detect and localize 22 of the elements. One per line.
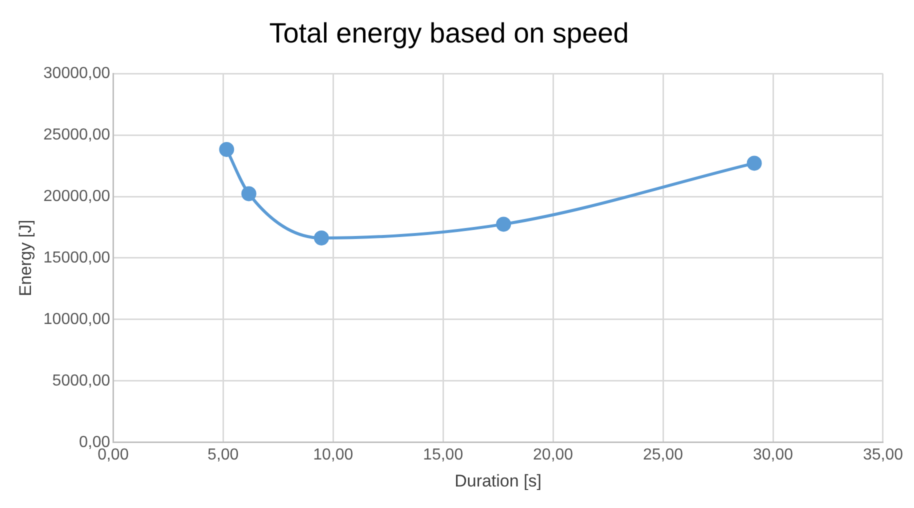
y-tick-label: 20000,00 bbox=[43, 188, 110, 205]
point bbox=[219, 142, 234, 157]
x-tick-label: 15,00 bbox=[423, 446, 464, 464]
x-tick-label: 5,00 bbox=[208, 446, 239, 464]
point bbox=[496, 216, 512, 232]
chart-title: Total energy based on speed bbox=[269, 18, 629, 49]
point bbox=[241, 186, 256, 202]
y-tick-label: 15000,00 bbox=[43, 249, 110, 266]
y-tick-label: 10000,00 bbox=[43, 310, 110, 328]
point bbox=[314, 230, 329, 246]
x-tick-label: 30,00 bbox=[752, 446, 794, 464]
x-tick-label: 35,00 bbox=[862, 446, 904, 464]
x-axis-title: Duration [s] bbox=[454, 471, 542, 490]
x-tick-label: 0,00 bbox=[98, 446, 129, 464]
y-tick-label: 5000,00 bbox=[52, 372, 110, 390]
point bbox=[746, 156, 762, 171]
y-tick-label: 30000,00 bbox=[43, 65, 110, 82]
x-tick-label: 10,00 bbox=[313, 446, 354, 464]
x-tick-label: 20,00 bbox=[533, 446, 574, 464]
x-tick-label: 25,00 bbox=[643, 446, 684, 464]
y-tick-label: 25000,00 bbox=[43, 126, 110, 144]
y-axis-title: Energy [J] bbox=[16, 220, 35, 296]
